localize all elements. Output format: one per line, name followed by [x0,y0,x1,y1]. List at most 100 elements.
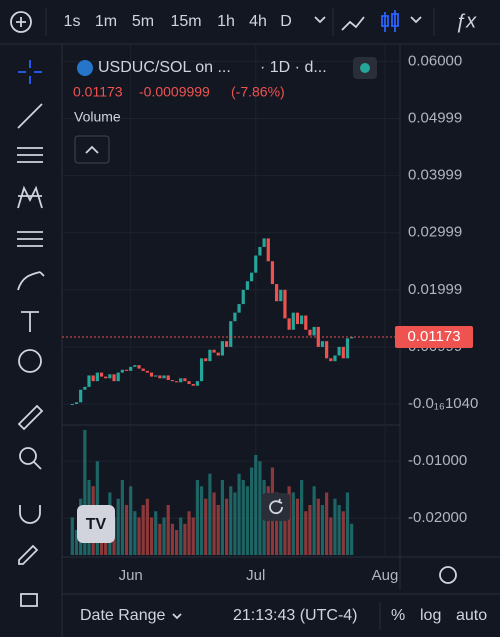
lock-tool[interactable] [20,593,38,607]
volume-bar [316,498,320,555]
volume-bar [241,480,245,555]
volume-bar [337,505,341,555]
tv-logo-text: TV [86,516,107,533]
candle-body [137,365,141,369]
volume-bar [275,492,279,555]
stay-drawing-tool[interactable] [18,544,39,565]
interval-button[interactable]: 1s [64,13,81,30]
candle-body [204,358,208,362]
interval-button[interactable]: 4h [249,13,267,30]
interval-button[interactable]: 15m [170,13,201,30]
interval-button[interactable]: 1h [217,13,235,30]
candle-body [237,304,241,313]
settings-button[interactable] [439,566,457,584]
y-tick-label: -0.02000 [408,509,467,526]
volume-bar [350,523,354,555]
volume-bar [304,511,308,555]
candle-body [141,368,145,371]
volume-bar [216,505,220,555]
y-tick-label: 0.01999 [408,281,462,298]
candle-body [199,358,204,382]
indicators-button[interactable]: ƒx [455,10,477,32]
candle-body [233,312,237,322]
candle-body [191,384,195,386]
candle-body [266,238,270,262]
symbol-icon [77,60,93,76]
emoji-tool[interactable] [18,349,42,373]
candle-body [312,326,316,336]
chart-type-menu[interactable] [410,16,422,24]
volume-bar [258,461,262,555]
candle-body [283,289,287,319]
candle-body [270,261,275,285]
volume-bar [233,492,237,555]
candle-body [245,281,250,290]
interval-button[interactable]: 1m [95,13,117,30]
percent-toggle[interactable]: % [391,607,405,624]
measure-tool[interactable] [17,404,44,431]
reset-icon [269,498,283,515]
volume-bar [83,430,87,555]
volume-bar [229,486,233,555]
volume-bar [174,530,179,555]
add-button[interactable] [10,11,32,33]
volume-bar [145,498,149,555]
y-tick-label: 0.03999 [408,167,462,184]
y-tick-label: -0.01000 [408,452,467,469]
volume-bar [212,492,216,555]
interval: · 1D · d... [260,59,327,76]
candle-body [116,372,120,382]
zoom-tool[interactable] [19,447,37,465]
crosshair-tool[interactable] [18,60,42,84]
auto-toggle[interactable]: auto [456,607,487,624]
log-toggle[interactable]: log [420,607,441,624]
candle-body [124,369,129,371]
candle-body [308,329,312,336]
volume-bar [133,511,137,555]
candle-body [287,318,291,330]
volume-bar [220,480,225,555]
x-tick-label: Jun [119,567,143,584]
candle-chart-button[interactable] [381,10,399,32]
magnet-tool[interactable] [19,505,41,524]
interval-menu[interactable] [314,16,326,24]
volume-bar [191,517,195,555]
candle-body [174,381,179,383]
candle-body [166,375,170,381]
date-range[interactable]: Date Range [80,607,165,624]
volume-bar [224,498,229,555]
fib-tool[interactable] [17,147,43,163]
volume-bar [249,467,254,555]
y-tick-label: -0.0₁₆1040 [408,395,478,412]
volume-bar [166,505,170,555]
prediction-tool[interactable] [17,231,43,247]
trendline-tool[interactable] [17,103,43,129]
candle-body [325,341,329,359]
y-tick-label: 0.04999 [408,110,462,127]
candle-body [104,376,108,379]
candle-body [258,246,262,256]
candle-body [183,378,187,382]
candle-body [329,358,333,362]
candle-body [162,375,166,379]
volume-bar [187,511,191,555]
candle-body [179,378,183,383]
last-price-tag [395,326,473,349]
date-range-arrow [172,613,182,620]
reset-button[interactable] [262,493,290,521]
symbol[interactable]: USDUC/SOL on ... [98,59,231,76]
interval-button[interactable]: D [280,13,292,30]
volume-bar [179,517,183,555]
volume-bar [287,486,291,555]
brush-tool[interactable] [17,271,45,291]
interval-button[interactable]: 5m [132,13,154,30]
volume-bar [137,517,141,555]
clock: 21:13:43 (UTC-4) [233,607,358,624]
pattern-tool[interactable] [17,185,43,209]
line-chart-button[interactable] [341,16,365,31]
collapse-button[interactable] [74,135,110,164]
candle-body [320,341,325,347]
text-tool[interactable] [21,311,39,332]
volume-bar [295,498,300,555]
